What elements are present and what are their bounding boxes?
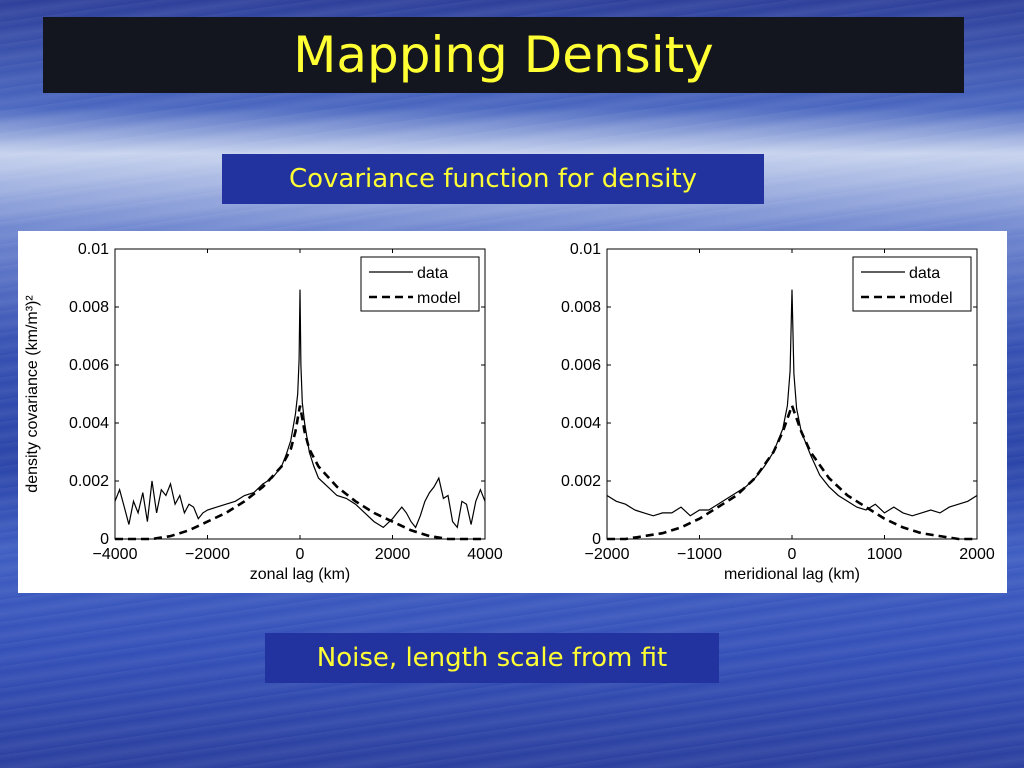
chart2-ytick-label: 0.008	[561, 299, 601, 316]
chart2-ytick-label: 0.002	[561, 473, 601, 490]
caption-top-text: Covariance function for density	[288, 164, 698, 194]
chart2-xtick-label: 0	[788, 546, 797, 563]
chart1-ytick-label: 0	[100, 531, 109, 548]
slide-title: Mapping Density	[293, 26, 714, 84]
caption-bottom: Noise, length scale from fit	[265, 633, 719, 683]
chart1-xtick-label: 0	[296, 546, 305, 563]
chart1: −4000 −2000 0 2000 4000 0 0.002 0.004 0.006 0.008…	[24, 241, 503, 583]
caption-bottom-text: Noise, length scale from fit	[316, 643, 668, 673]
chart2-xtick-label: −1000	[677, 546, 722, 563]
chart2-legend-box	[852, 256, 972, 312]
chart1-xtick-label: 4000	[467, 546, 503, 563]
caption-top: Covariance function for density	[222, 154, 764, 204]
chart1-xtick-label: −2000	[185, 546, 230, 563]
chart2-series-data-line	[606, 289, 978, 517]
chart1-ytick-label: 0.01	[78, 241, 109, 258]
chart2-series-model-line	[607, 401, 977, 541]
chart1-legend-label-data: data	[417, 265, 448, 282]
chart2-xtick-label: 1000	[867, 546, 903, 563]
chart2-legend-label-model: model	[909, 290, 953, 307]
title-bar: Mapping Density	[43, 17, 964, 93]
chart1-series-data-line	[114, 289, 486, 529]
chart2-xtick-label: 2000	[959, 546, 995, 563]
chart1-legend-box	[360, 256, 480, 312]
chart1-xlabel: zonal lag (km)	[250, 566, 350, 583]
figure-panel: −4000 −2000 0 2000 4000 0 0.002 0.004 0.006 0.008…	[18, 231, 1007, 593]
chart1-ylabel: density covariance (km/m³)²	[24, 295, 41, 493]
chart2: −2000 −1000 0 1000 2000 0 0.002 0.004 0.006 0.008…	[561, 241, 995, 583]
chart1-series-model-line	[115, 405, 485, 541]
chart1-xtick-label: −4000	[93, 546, 138, 563]
chart2-ytick-label: 0.006	[561, 357, 601, 374]
chart2-ytick-label: 0	[592, 531, 601, 548]
chart2-legend-label-data: data	[909, 265, 940, 282]
chart1-ytick-label: 0.002	[69, 473, 109, 490]
chart1-ytick-label: 0.004	[69, 415, 109, 432]
chart1-ytick-label: 0.006	[69, 357, 109, 374]
chart2-xtick-label: −2000	[585, 546, 630, 563]
chart2-ytick-label: 0.004	[561, 415, 601, 432]
chart-figure: −4000 −2000 0 2000 400000.0020.0040.0060.008…	[24, 241, 995, 583]
chart1-xtick-label: 2000	[375, 546, 411, 563]
chart1-legend-label-model: model	[417, 290, 461, 307]
chart2-xlabel: meridional lag (km)	[724, 566, 860, 583]
chart1-ytick-label: 0.008	[69, 299, 109, 316]
chart2-ytick-label: 0.01	[570, 241, 601, 258]
